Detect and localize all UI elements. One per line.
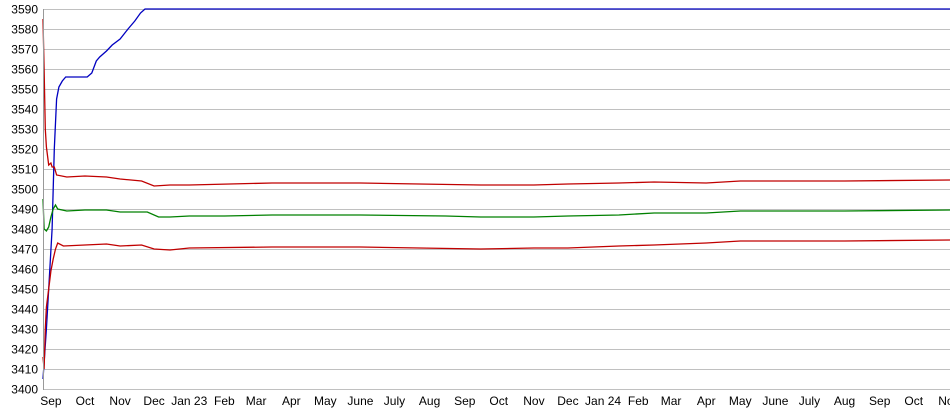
series-line-0 (42, 8, 950, 380)
x-tick-label: Aug (419, 394, 440, 408)
x-tick-label: Sep (869, 394, 891, 408)
y-tick-label: 3550 (11, 83, 38, 97)
series-line-3 (42, 239, 950, 370)
x-tick-label: June (762, 394, 788, 408)
x-tick-label: June (347, 394, 373, 408)
x-tick-label: Apr (282, 394, 301, 408)
y-tick-label: 3470 (11, 243, 38, 257)
gridlines (43, 9, 950, 390)
y-tick-label: 3450 (11, 283, 38, 297)
x-tick-label: July (799, 394, 820, 408)
x-tick-label: May (729, 394, 752, 408)
x-tick-label: Mar (246, 394, 267, 408)
x-tick-label: July (384, 394, 405, 408)
series-lines (42, 8, 950, 380)
y-tick-label: 3490 (11, 203, 38, 217)
y-tick-label: 3560 (11, 63, 38, 77)
y-tick-label: 3530 (11, 123, 38, 137)
x-tick-label: Mar (661, 394, 682, 408)
y-tick-label: 3460 (11, 263, 38, 277)
series-line-2 (42, 198, 950, 233)
y-tick-label: 3440 (11, 303, 38, 317)
y-tick-label: 3430 (11, 323, 38, 337)
x-tick-label: Feb (628, 394, 649, 408)
x-tick-label: Jan 23 (171, 394, 207, 408)
x-tick-label: Dec (143, 394, 164, 408)
x-tick-label: Feb (214, 394, 235, 408)
y-tick-label: 3480 (11, 223, 38, 237)
x-tick-label: May (314, 394, 337, 408)
x-tick-label: Nov (938, 394, 950, 408)
y-tick-label: 3580 (11, 23, 38, 37)
x-tick-label: Jan 24 (585, 394, 621, 408)
y-tick-label: 3400 (11, 383, 38, 397)
y-tick-label: 3500 (11, 183, 38, 197)
y-tick-label: 3590 (11, 3, 38, 17)
x-tick-label: Oct (489, 394, 508, 408)
y-tick-label: 3410 (11, 363, 38, 377)
x-tick-label: Nov (109, 394, 130, 408)
x-tick-label: Sep (454, 394, 476, 408)
x-tick-label: Oct (76, 394, 95, 408)
series-line-1 (42, 18, 950, 187)
y-tick-label: 3510 (11, 163, 38, 177)
x-tick-label: Sep (40, 394, 62, 408)
y-axis-ticks: 3400 3410 3420 3430 3440 3450 3460 3470 3480 3490… (11, 3, 38, 397)
y-tick-label: 3540 (11, 103, 38, 117)
x-tick-label: Aug (834, 394, 855, 408)
x-tick-label: Dec (557, 394, 578, 408)
y-tick-label: 3520 (11, 143, 38, 157)
y-tick-label: 3570 (11, 43, 38, 57)
x-tick-label: Nov (523, 394, 544, 408)
x-axis-ticks: Sep Oct Nov Dec Jan 23 Feb Mar Apr May June July Au… (40, 394, 950, 408)
x-tick-label: Oct (904, 394, 923, 408)
y-tick-label: 3420 (11, 343, 38, 357)
x-tick-label: Apr (697, 394, 716, 408)
